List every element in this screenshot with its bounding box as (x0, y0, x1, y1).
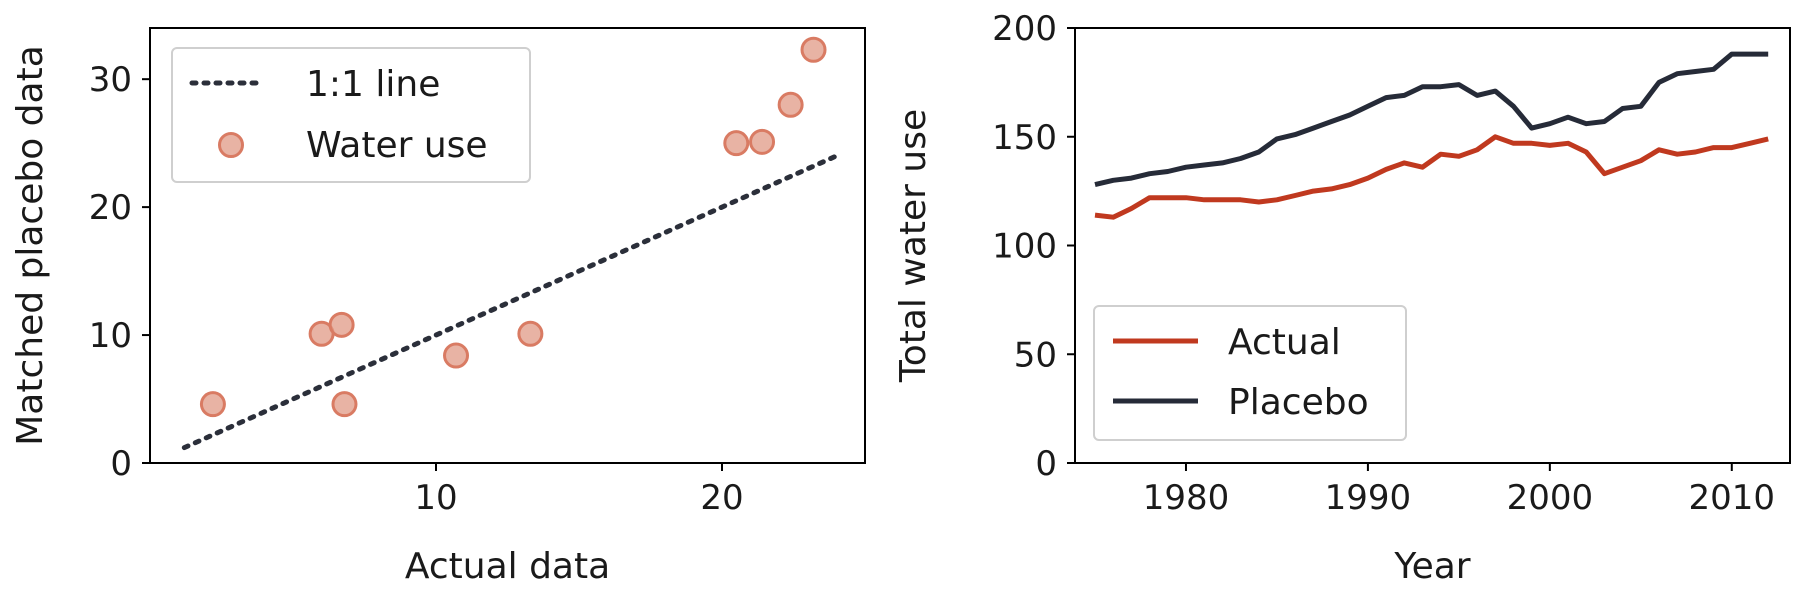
y-tick-label: 20 (89, 188, 132, 228)
x-tick-label: 20 (700, 478, 743, 518)
y-tick-label: 200 (992, 9, 1057, 49)
legend-box (171, 47, 531, 183)
x-axis-label: Year (1393, 546, 1470, 587)
y-tick-label: 0 (110, 444, 132, 484)
scatter-point (331, 391, 358, 418)
plot-frame (149, 27, 866, 464)
y-tick-label: 10 (89, 316, 132, 356)
scatter-point (723, 130, 750, 157)
scatter-point (443, 342, 470, 369)
y-tick-label: 150 (992, 118, 1057, 158)
x-tick-label: 1990 (1325, 478, 1412, 518)
y-axis-label: Total water use (893, 109, 934, 383)
legend-label-actual: Actual (1228, 322, 1341, 363)
scatter-point (517, 320, 544, 347)
scatter-point (199, 391, 226, 418)
series-line-actual (1094, 134, 1769, 220)
scatter-point (328, 311, 355, 338)
one-to-one-line (181, 153, 839, 451)
y-tick-label: 50 (1014, 335, 1057, 375)
y-tick-label: 30 (89, 60, 132, 100)
series-line-placebo (1094, 51, 1769, 188)
x-tick-label: 10 (414, 478, 457, 518)
legend-label-placebo: Placebo (1228, 382, 1369, 423)
line-panel: 1980 1990 2000 2010 0 50 100 150 200 Year Total wa… (893, 9, 1791, 587)
scatter-point (749, 128, 776, 155)
scatter-point (777, 91, 804, 118)
scatter-panel: 10 20 0 10 20 30 Actual data Matched placebo da… (10, 27, 866, 587)
x-axis-label: Actual data (405, 546, 610, 587)
legend: Actual Placebo (1093, 305, 1407, 441)
y-tick-label: 100 (992, 227, 1057, 267)
legend-label-one-to-one: 1:1 line (306, 64, 440, 105)
x-tick-label: 2010 (1689, 478, 1776, 518)
legend-label-water-use: Water use (306, 125, 488, 166)
scatter-point (800, 36, 827, 63)
x-tick-label: 1980 (1143, 478, 1230, 518)
plot-frame (1074, 27, 1791, 464)
legend: 1:1 line Water use (171, 47, 531, 183)
legend-swatch-water-use (218, 132, 244, 158)
y-tick-label: 0 (1035, 444, 1057, 484)
y-axis-label: Matched placebo data (10, 45, 51, 446)
x-tick-label: 2000 (1507, 478, 1594, 518)
